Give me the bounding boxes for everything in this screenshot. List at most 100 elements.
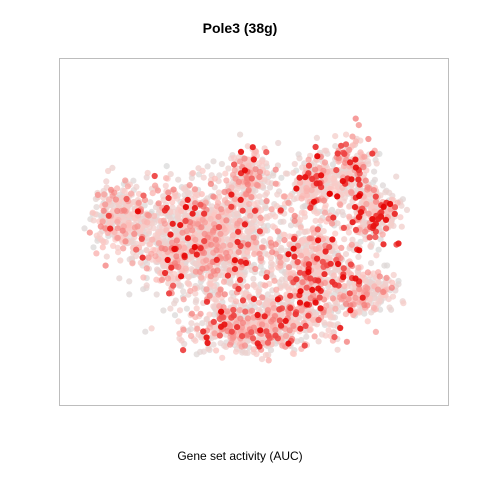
cell-point — [182, 217, 189, 224]
cell-point — [134, 223, 141, 230]
cell-point — [217, 230, 224, 237]
cell-point — [155, 200, 162, 207]
cell-point — [338, 244, 345, 251]
cell-point — [250, 216, 257, 224]
cell-point — [299, 279, 306, 286]
cell-point — [204, 339, 211, 347]
cell-point — [237, 148, 245, 155]
cell-point — [237, 315, 244, 322]
cell-point — [210, 341, 217, 348]
cell-point — [198, 274, 205, 281]
cell-point — [248, 175, 255, 182]
cell-point — [285, 340, 292, 347]
cell-point — [386, 304, 393, 311]
cell-point — [268, 206, 275, 213]
cell-point — [180, 326, 187, 333]
cell-point — [365, 210, 372, 217]
cell-point — [140, 192, 147, 199]
cell-point — [108, 186, 115, 193]
cell-point — [314, 210, 321, 217]
cell-point — [237, 258, 244, 265]
cell-point — [213, 256, 220, 263]
cell-point — [236, 272, 243, 279]
cell-point — [126, 278, 133, 285]
cell-point — [307, 204, 314, 211]
cell-point — [219, 354, 226, 361]
cell-point — [297, 325, 304, 332]
cell-point — [252, 166, 259, 173]
cell-point — [171, 245, 178, 253]
cell-point — [337, 201, 344, 208]
cell-point — [114, 225, 121, 232]
cell-point — [143, 247, 150, 254]
cell-point — [296, 269, 304, 276]
cell-point — [213, 247, 220, 254]
cell-point — [257, 327, 264, 334]
cell-point — [220, 278, 228, 285]
cell-point — [304, 228, 311, 235]
cell-point — [360, 163, 367, 171]
cell-point — [259, 162, 266, 169]
cell-point — [345, 229, 352, 236]
cell-point — [276, 317, 283, 324]
cell-point — [161, 220, 168, 227]
cell-point — [173, 253, 180, 260]
cell-point — [285, 286, 292, 293]
cell-point — [286, 327, 293, 334]
cell-point — [356, 192, 363, 200]
cell-point — [178, 337, 185, 344]
cell-point — [145, 212, 152, 219]
cell-point — [360, 271, 367, 278]
cell-point — [321, 209, 329, 216]
cell-point — [395, 240, 402, 247]
cell-point — [167, 171, 174, 178]
cell-point — [223, 177, 230, 184]
cell-point — [125, 219, 132, 227]
cell-point — [244, 248, 251, 255]
cell-point — [250, 275, 257, 282]
cell-point — [310, 229, 317, 236]
cell-point — [243, 174, 251, 182]
cell-point — [379, 231, 386, 238]
cell-point — [361, 153, 368, 160]
cell-point — [322, 248, 329, 255]
cell-point — [274, 228, 281, 235]
cell-point — [273, 286, 280, 293]
cell-point — [301, 209, 308, 217]
cell-point — [230, 154, 238, 161]
cell-point — [254, 182, 261, 189]
cell-point — [147, 199, 154, 206]
cell-point — [236, 217, 243, 224]
cell-point — [109, 164, 116, 171]
cell-point — [369, 150, 376, 157]
cell-point — [342, 311, 349, 318]
cell-point — [158, 276, 166, 283]
cell-point — [231, 196, 239, 203]
cell-point — [356, 309, 363, 316]
cell-point — [244, 143, 251, 150]
cell-point — [176, 330, 183, 337]
cell-point — [102, 225, 109, 232]
cell-point — [352, 156, 359, 163]
cell-point — [150, 225, 157, 232]
cell-point — [167, 209, 174, 216]
cell-point — [270, 304, 277, 311]
cell-point — [114, 234, 121, 241]
cell-point — [171, 312, 179, 319]
cell-point — [254, 340, 261, 347]
cell-point — [215, 224, 223, 231]
cell-point — [105, 212, 112, 219]
cell-point — [355, 264, 362, 271]
cell-point — [309, 286, 316, 293]
cell-point — [272, 326, 279, 334]
cell-point — [256, 299, 263, 306]
cell-point — [340, 265, 347, 272]
cell-point — [357, 149, 364, 156]
cell-point — [349, 133, 356, 140]
cell-point — [258, 356, 266, 363]
cell-point — [230, 334, 237, 341]
cell-point — [218, 308, 225, 315]
cell-point — [287, 222, 295, 229]
cell-point — [256, 174, 263, 181]
cell-point — [262, 300, 269, 308]
